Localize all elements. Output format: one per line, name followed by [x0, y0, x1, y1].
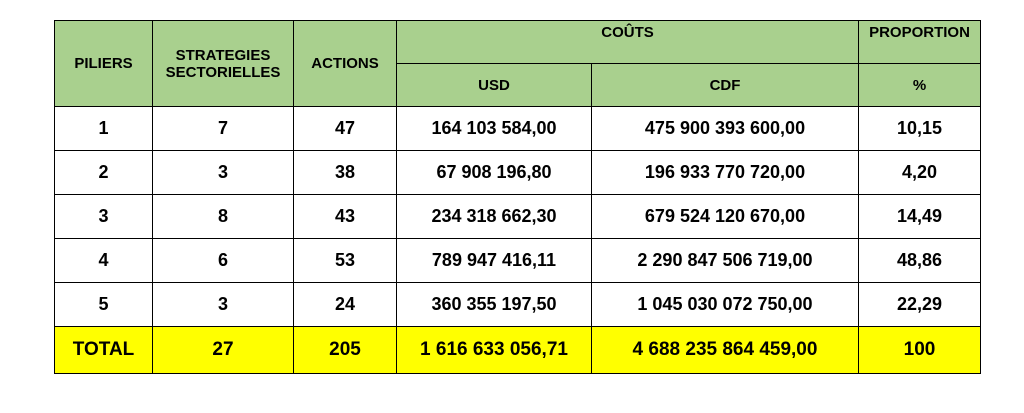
cell: 43: [293, 194, 397, 239]
header-cell: STRATEGIES SECTORIELLES: [152, 20, 294, 107]
cell: 2 290 847 506 719,00: [591, 238, 859, 283]
cell: 196 933 770 720,00: [591, 150, 859, 195]
cell: 679 524 120 670,00: [591, 194, 859, 239]
cell: 1 045 030 072 750,00: [591, 282, 859, 327]
cell: 4,20: [858, 150, 981, 195]
cell: 38: [293, 150, 397, 195]
data-row: 2 3 38 67 908 196,80 196 933 770 720,00 4,20: [54, 150, 981, 195]
table-body: 1 7 47 164 103 584,00 475 900 393 600,00 10,1…: [54, 106, 981, 374]
cell: TOTAL: [54, 326, 153, 374]
cell: 2: [54, 150, 153, 195]
cell: 47: [293, 106, 397, 151]
cell: 48,86: [858, 238, 981, 283]
cell: 8: [152, 194, 294, 239]
cell: 1: [54, 106, 153, 151]
cell: 24: [293, 282, 397, 327]
cell: 3: [54, 194, 153, 239]
cell: 164 103 584,00: [396, 106, 592, 151]
cost-table: PILIERS STRATEGIES SECTORIELLES ACTIONS …: [54, 20, 981, 374]
cell: 22,29: [858, 282, 981, 327]
cell: 205: [293, 326, 397, 374]
header-cell: ACTIONS: [293, 20, 397, 107]
cell: 234 318 662,30: [396, 194, 592, 239]
cell: 7: [152, 106, 294, 151]
cell: 1 616 633 056,71: [396, 326, 592, 374]
header-cell: %: [858, 63, 981, 107]
header-cell: COÛTS: [396, 20, 859, 64]
header-cell: PROPORTION: [858, 20, 981, 64]
data-row: 4 6 53 789 947 416,11 2 290 847 506 719,00 48…: [54, 238, 981, 283]
cell: 4: [54, 238, 153, 283]
cell: 475 900 393 600,00: [591, 106, 859, 151]
cell: 4 688 235 864 459,00: [591, 326, 859, 374]
header-row: PILIERS STRATEGIES SECTORIELLES ACTIONS …: [54, 20, 981, 107]
header-cell: USD: [396, 63, 592, 107]
cell: 10,15: [858, 106, 981, 151]
data-row: 5 3 24 360 355 197,50 1 045 030 072 750,00 22…: [54, 282, 981, 327]
cell: 100: [858, 326, 981, 374]
cell: 6: [152, 238, 294, 283]
cell: 27: [152, 326, 294, 374]
header-cell: PILIERS: [54, 20, 153, 107]
cell: 3: [152, 150, 294, 195]
header-cell: CDF: [591, 63, 859, 107]
cell: 5: [54, 282, 153, 327]
cell: 67 908 196,80: [396, 150, 592, 195]
cell: 360 355 197,50: [396, 282, 592, 327]
data-row: 3 8 43 234 318 662,30 679 524 120 670,00 14,4…: [54, 194, 981, 239]
total-row: TOTAL 27 205 1 616 633 056,71 4 688 235 864 …: [54, 326, 981, 374]
header-row: USD CDF %: [55, 63, 981, 107]
cell: 14,49: [858, 194, 981, 239]
cell: 789 947 416,11: [396, 238, 592, 283]
cell: 53: [293, 238, 397, 283]
cell: 3: [152, 282, 294, 327]
data-row: 1 7 47 164 103 584,00 475 900 393 600,00 10,1…: [54, 106, 981, 151]
